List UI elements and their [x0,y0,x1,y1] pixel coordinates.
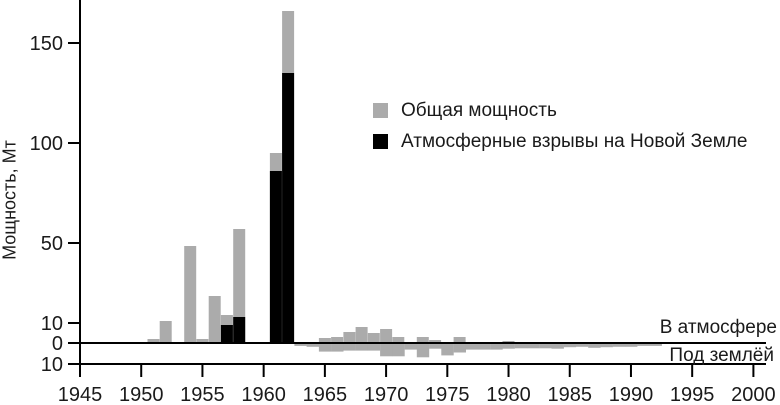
legend-swatch-novaya-zemlya-icon [373,134,388,149]
bar-total-1968 [355,327,368,343]
bar-total-1974 [429,340,442,343]
bar-novaya-zemlya-1958 [233,317,246,343]
legend: Общая мощность Атмосферные взрывы на Нов… [373,95,747,157]
bar-underground-1971 [392,343,405,357]
tick-label: 50 [41,233,63,255]
bar-underground-1980 [502,343,515,349]
tick-label: 2000 [731,384,776,405]
bar-underground-1963 [294,343,307,346]
bar-underground-1966 [331,343,344,352]
bar-underground-1982 [527,343,540,349]
bar-underground-1983 [539,343,552,349]
legend-item-total-yield: Общая мощность [373,95,747,126]
bar-underground-1981 [514,343,528,349]
bar-underground-1975 [441,343,454,356]
tick-label: 1980 [486,384,531,405]
legend-label-novaya-zemlya: Атмосферные взрывы на Новой Земле [401,131,748,152]
bar-underground-1972 [404,343,417,350]
bar-total-1970 [380,329,393,343]
tick-label: 1945 [58,384,103,405]
tick-label: 1960 [241,384,286,405]
bar-total-1973 [416,337,429,343]
tick-label: 150 [30,33,63,55]
legend-swatch-total-yield-icon [373,103,388,118]
annotation-in-atmosphere: В атмосфере [659,317,777,338]
bar-underground-1985 [563,343,577,348]
bar-total-1956 [208,296,221,343]
bar-total-1967 [343,332,356,343]
bar-underground-1965 [318,343,332,352]
legend-label-total-yield: Общая мощность [401,100,557,121]
tick-label: 1955 [180,384,225,405]
bar-total-1958 [233,229,246,343]
bar-underground-1969 [367,343,381,351]
bar-underground-1992 [649,343,662,346]
bar-underground-1970 [380,343,393,357]
annotation-underground: Под землёй [669,345,774,366]
tick-label: 1995 [670,384,715,405]
bar-underground-1973 [416,343,430,358]
tick-label: 1965 [303,384,348,405]
bar-underground-1986 [576,343,589,347]
tick-label: 10 [41,354,63,376]
bar-underground-1976 [453,343,466,353]
tick-label: 100 [30,133,63,155]
bar-underground-1988 [600,343,613,348]
bar-underground-1979 [490,343,503,350]
bar-total-1965 [318,338,331,343]
bar-underground-1987 [588,343,601,348]
bar-underground-1968 [355,343,368,351]
bar-underground-1978 [478,343,491,350]
bar-total-1951 [147,339,160,343]
bar-underground-1984 [551,343,564,349]
tick-label: 10 [41,313,63,335]
tick-label: 1985 [547,384,592,405]
bar-underground-1991 [637,343,650,346]
bar-total-1971 [392,337,405,343]
bar-underground-1990 [625,343,638,347]
tick-label: 1970 [364,384,409,405]
bar-total-1955 [196,339,209,343]
bar-total-1976 [453,337,466,343]
bar-underground-1964 [306,343,319,347]
legend-item-novaya-zemlya: Атмосферные взрывы на Новой Земле [373,126,747,157]
bar-novaya-zemlya-1957 [220,325,233,343]
bar-novaya-zemlya-1961 [269,171,282,343]
bar-total-1952 [159,321,172,343]
tick-label: 1950 [119,384,164,405]
bar-underground-1989 [612,343,626,347]
bar-total-1966 [331,337,344,343]
bar-novaya-zemlya-1962 [282,73,295,343]
tick-label: 1975 [425,384,470,405]
tick-label: 1990 [609,384,654,405]
bar-total-1954 [184,246,197,343]
bar-underground-1974 [429,343,442,349]
bar-underground-1977 [465,343,479,350]
bar-total-1969 [367,333,380,343]
y-axis-title: Мощность, Мт [0,140,20,260]
tick-label: 0 [52,333,63,355]
bar-underground-1967 [343,343,356,351]
